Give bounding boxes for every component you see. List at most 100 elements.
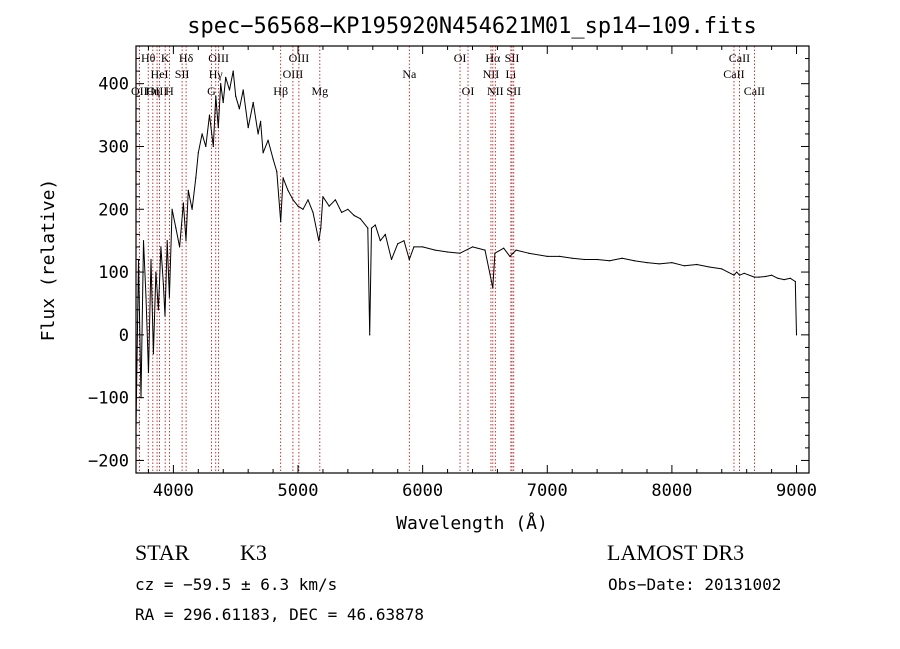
y-tick-label: −100: [88, 389, 129, 409]
y-axis-label: Flux (relative): [38, 179, 59, 342]
data-point: [208, 114, 211, 116]
data-point: [191, 208, 193, 210]
data-point: [503, 247, 505, 249]
data-point: [150, 258, 152, 261]
data-point: [322, 196, 324, 198]
y-tick-label: 0: [119, 326, 129, 346]
data-point: [397, 243, 399, 245]
data-point: [447, 251, 449, 253]
axis-ticks: 4000 5000 6000 7000 8000 9000 −200 −100 0 100 200 3…: [88, 46, 817, 501]
chart-title: spec−56568−KP195920N454621M01_sp14−109.f…: [187, 14, 757, 39]
data-point: [528, 252, 530, 254]
survey-name: LAMOST DR3: [607, 540, 745, 565]
line-label: OI: [462, 84, 475, 98]
data-point: [584, 258, 586, 261]
line-label: Mg: [311, 84, 328, 98]
line-label: Hγ: [209, 67, 224, 81]
data-point: [187, 189, 189, 191]
data-point: [795, 334, 798, 336]
data-point: [515, 249, 517, 251]
data-point: [140, 397, 142, 399]
data-point: [247, 127, 249, 129]
data-point: [379, 240, 381, 242]
data-point: [764, 275, 767, 278]
data-point: [262, 152, 264, 154]
data-point: [459, 252, 461, 254]
data-point: [155, 271, 157, 273]
data-point: [671, 262, 673, 264]
data-point: [297, 205, 299, 207]
data-point: [205, 145, 207, 148]
data-point: [164, 315, 166, 317]
data-point: [738, 274, 741, 276]
data-point: [621, 257, 623, 259]
data-point: [166, 240, 168, 242]
data-point: [484, 249, 486, 251]
line-label: OIII: [208, 51, 229, 65]
line-label: Hθ: [141, 51, 156, 65]
data-point: [408, 258, 410, 261]
data-point: [201, 133, 203, 135]
data-point: [312, 211, 314, 213]
data-point: [609, 260, 611, 262]
data-point: [753, 276, 756, 278]
data-point: [794, 280, 796, 283]
line-label: K: [161, 51, 170, 65]
data-point: [212, 145, 214, 148]
sky-coordinates: RA = 296.61183, DEC = 46.63878: [135, 605, 424, 624]
data-point: [182, 202, 184, 204]
data-point: [743, 272, 745, 274]
data-point: [328, 205, 330, 207]
data-point: [145, 296, 147, 298]
data-point: [171, 208, 173, 210]
x-tick-label: 7000: [527, 481, 568, 501]
spectrum-line: [135, 70, 797, 430]
line-label: CaII: [729, 51, 750, 65]
data-point: [282, 177, 284, 179]
data-point: [683, 265, 686, 267]
data-point: [185, 240, 187, 242]
data-point: [179, 246, 181, 248]
data-point: [546, 255, 548, 257]
data-point: [559, 255, 561, 257]
data-point: [367, 227, 369, 229]
data-point: [220, 83, 222, 85]
x-tick-label: 5000: [278, 481, 319, 501]
line-label: OII: [131, 84, 148, 98]
data-point: [789, 277, 791, 279]
x-tick-label: 9000: [776, 481, 817, 501]
data-point: [422, 246, 424, 248]
data-point: [434, 249, 436, 251]
line-label: Hβ: [273, 84, 288, 98]
data-point: [353, 214, 355, 217]
observation-date: Obs−Date: 20131002: [608, 575, 782, 594]
data-point: [334, 199, 336, 201]
data-point: [152, 353, 154, 355]
data-point: [242, 89, 244, 91]
data-point: [257, 133, 259, 135]
x-tick-label: 4000: [153, 481, 194, 501]
plot-frame: [135, 45, 810, 474]
x-axis-label: Wavelength (Å): [396, 512, 548, 534]
data-point: [403, 240, 405, 242]
data-point: [217, 127, 219, 129]
y-tick-label: 200: [98, 200, 129, 220]
data-point: [320, 227, 322, 229]
data-point: [215, 95, 217, 97]
data-point: [696, 263, 698, 266]
data-point: [222, 101, 224, 104]
data-point: [492, 287, 494, 289]
data-point: [494, 252, 496, 254]
line-label: NII: [487, 84, 504, 98]
data-point: [783, 279, 785, 281]
line-label: CaII: [744, 84, 765, 98]
data-point: [658, 263, 661, 265]
data-point: [390, 258, 393, 261]
x-tick-label: 8000: [651, 481, 692, 501]
line-label: Li: [506, 67, 517, 81]
y-tick-label: 400: [98, 75, 129, 95]
data-point: [374, 224, 376, 226]
data-point: [571, 257, 573, 259]
line-label: SII: [175, 67, 190, 81]
